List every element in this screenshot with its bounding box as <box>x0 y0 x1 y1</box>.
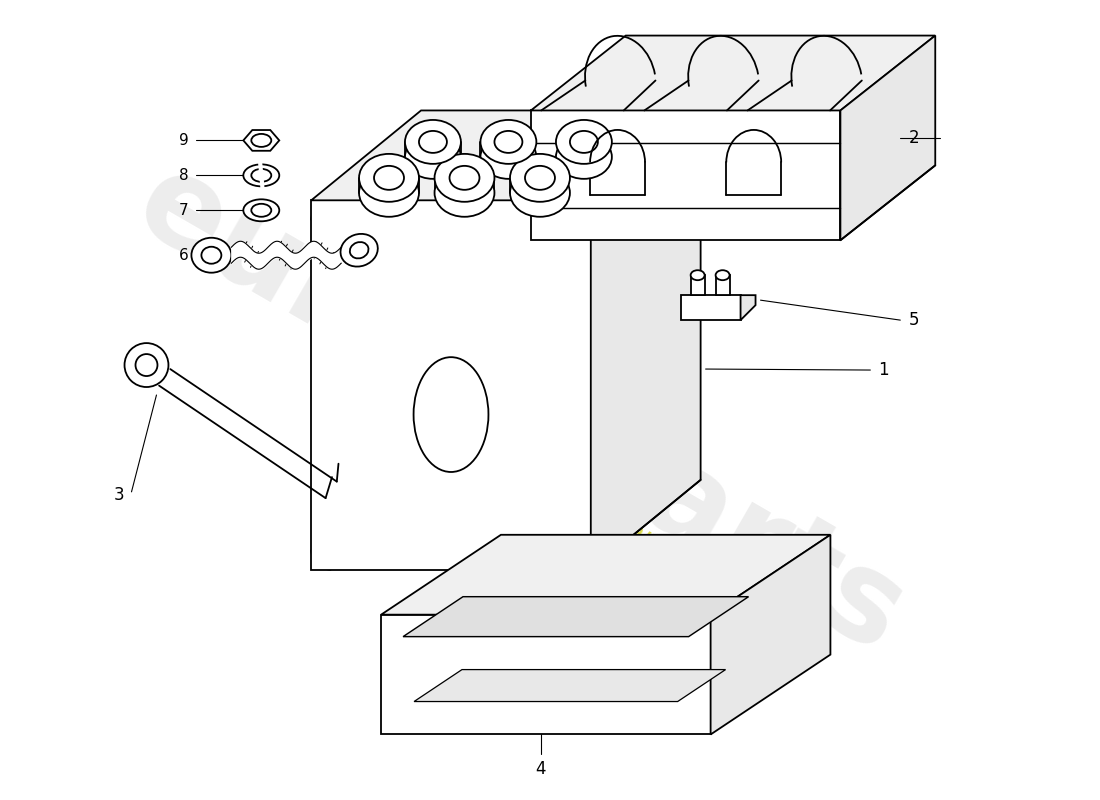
Ellipse shape <box>251 134 272 147</box>
Polygon shape <box>531 110 840 240</box>
Ellipse shape <box>201 246 221 264</box>
Ellipse shape <box>434 154 494 202</box>
Ellipse shape <box>419 131 447 153</box>
Ellipse shape <box>570 131 598 153</box>
Text: 8: 8 <box>179 168 188 183</box>
Polygon shape <box>531 35 935 110</box>
Ellipse shape <box>350 242 368 258</box>
Ellipse shape <box>556 135 612 179</box>
Polygon shape <box>740 295 756 320</box>
Text: 1: 1 <box>878 361 889 379</box>
Ellipse shape <box>243 199 279 222</box>
Polygon shape <box>403 597 748 637</box>
Ellipse shape <box>450 166 480 190</box>
Ellipse shape <box>359 169 419 217</box>
Ellipse shape <box>434 169 494 217</box>
Ellipse shape <box>691 270 705 280</box>
Ellipse shape <box>374 166 404 190</box>
Polygon shape <box>381 614 711 734</box>
Text: 3: 3 <box>113 486 124 504</box>
Text: 4: 4 <box>536 761 546 778</box>
Polygon shape <box>681 295 740 320</box>
Ellipse shape <box>525 166 554 190</box>
Text: a passion for parts since 1985: a passion for parts since 1985 <box>442 413 820 647</box>
Ellipse shape <box>494 131 522 153</box>
Ellipse shape <box>359 154 419 202</box>
Polygon shape <box>716 275 729 295</box>
Polygon shape <box>840 35 935 240</box>
Polygon shape <box>591 110 701 570</box>
Ellipse shape <box>556 120 612 164</box>
Ellipse shape <box>716 270 729 280</box>
Ellipse shape <box>341 234 377 266</box>
Text: europeparts: europeparts <box>116 142 926 678</box>
Polygon shape <box>414 670 726 702</box>
Circle shape <box>135 354 157 376</box>
Polygon shape <box>381 534 830 614</box>
Text: 7: 7 <box>179 202 188 218</box>
Text: 2: 2 <box>909 129 918 147</box>
Ellipse shape <box>414 357 488 472</box>
Polygon shape <box>311 200 591 570</box>
Text: 6: 6 <box>178 248 188 262</box>
Polygon shape <box>243 130 279 150</box>
Polygon shape <box>691 275 705 295</box>
Circle shape <box>124 343 168 387</box>
Ellipse shape <box>405 135 461 179</box>
Ellipse shape <box>405 120 461 164</box>
Ellipse shape <box>243 164 279 186</box>
Ellipse shape <box>191 238 231 273</box>
Ellipse shape <box>251 204 272 217</box>
Text: 9: 9 <box>178 133 188 148</box>
Ellipse shape <box>481 120 537 164</box>
Ellipse shape <box>481 135 537 179</box>
Polygon shape <box>711 534 830 734</box>
Ellipse shape <box>251 169 272 182</box>
Ellipse shape <box>510 154 570 202</box>
Polygon shape <box>311 110 701 200</box>
Ellipse shape <box>510 169 570 217</box>
Text: 5: 5 <box>909 311 918 329</box>
